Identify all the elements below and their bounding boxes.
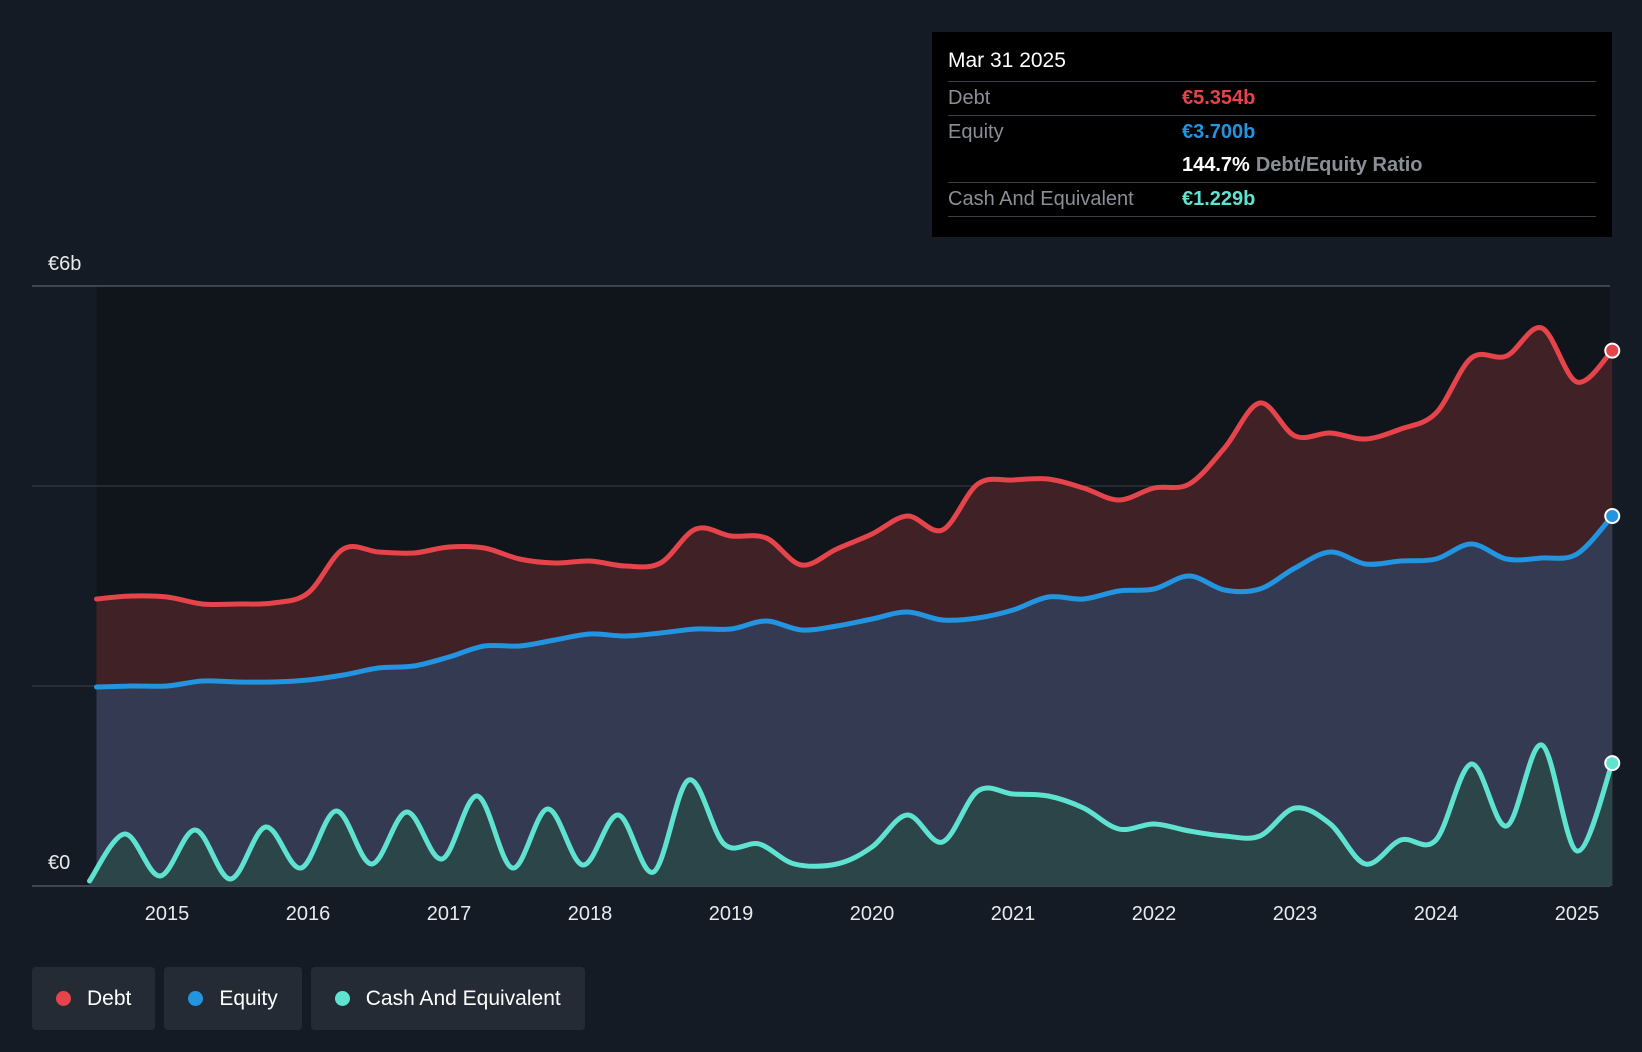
tooltip-date: Mar 31 2025 — [948, 46, 1596, 82]
cash-and-equivalent-area — [89, 744, 1613, 886]
x-tick-label-2021: 2021 — [991, 903, 1036, 925]
x-tick-label-2016: 2016 — [286, 903, 331, 925]
tooltip-ratio-value: 144.7% — [1182, 154, 1250, 176]
cash-and-equivalent-end-marker — [1604, 755, 1621, 772]
tooltip-ratio-row: 144.7% Debt/Equity Ratio — [948, 149, 1596, 183]
legend-label-debt: Debt — [87, 986, 132, 1010]
tooltip-debt-value: €5.354b — [1182, 87, 1256, 109]
legend-item-cash[interactable]: Cash And Equivalent — [310, 967, 585, 1030]
x-tick-label-2025: 2025 — [1555, 903, 1600, 925]
cash-and-equivalent-line — [87, 742, 1615, 884]
equity-end-marker — [1604, 508, 1621, 524]
tooltip-cash-row: Cash And Equivalent €1.229b — [948, 183, 1596, 217]
tooltip-equity-row: Equity €3.700b — [948, 116, 1596, 149]
equity-area — [96, 516, 1613, 886]
x-tick-label-2018: 2018 — [568, 903, 613, 925]
x-tick-label-2024: 2024 — [1414, 903, 1459, 925]
tooltip-equity-value: €3.700b — [1182, 121, 1256, 143]
legend-item-debt[interactable]: Debt — [32, 967, 156, 1030]
legend-label-equity: Equity — [219, 986, 278, 1010]
tooltip-cash-value: €1.229b — [1182, 188, 1256, 210]
legend-dot-cash — [334, 991, 350, 1006]
debt-end-marker — [1604, 342, 1621, 359]
y-tick-label-6: €6b — [48, 253, 81, 275]
x-tick-label-2023: 2023 — [1273, 903, 1318, 925]
hover-tooltip: Mar 31 2025 Debt €5.354b Equity €3.700b … — [932, 32, 1612, 237]
x-tick-label-2017: 2017 — [427, 903, 472, 925]
tooltip-equity-label: Equity — [948, 121, 1004, 143]
legend-label-cash: Cash And Equivalent — [365, 986, 561, 1010]
legend-dot-debt — [56, 991, 71, 1006]
chart-legend: Debt Equity Cash And Equivalent — [32, 967, 585, 1030]
x-tick-label-2020: 2020 — [850, 903, 895, 925]
equity-line — [94, 513, 1615, 690]
legend-dot-equity — [188, 991, 204, 1006]
x-tick-label-2019: 2019 — [709, 903, 754, 925]
legend-item-equity[interactable]: Equity — [164, 967, 302, 1030]
y-tick-label-0: €0 — [48, 852, 70, 874]
x-tick-label-2015: 2015 — [145, 903, 190, 925]
tooltip-ratio-label: Debt/Equity Ratio — [1255, 154, 1423, 176]
tooltip-debt-label: Debt — [948, 87, 991, 109]
debt-line — [94, 325, 1615, 608]
tooltip-cash-label: Cash And Equivalent — [948, 188, 1134, 210]
tooltip-debt-row: Debt €5.354b — [948, 82, 1596, 116]
x-tick-label-2022: 2022 — [1132, 903, 1177, 925]
